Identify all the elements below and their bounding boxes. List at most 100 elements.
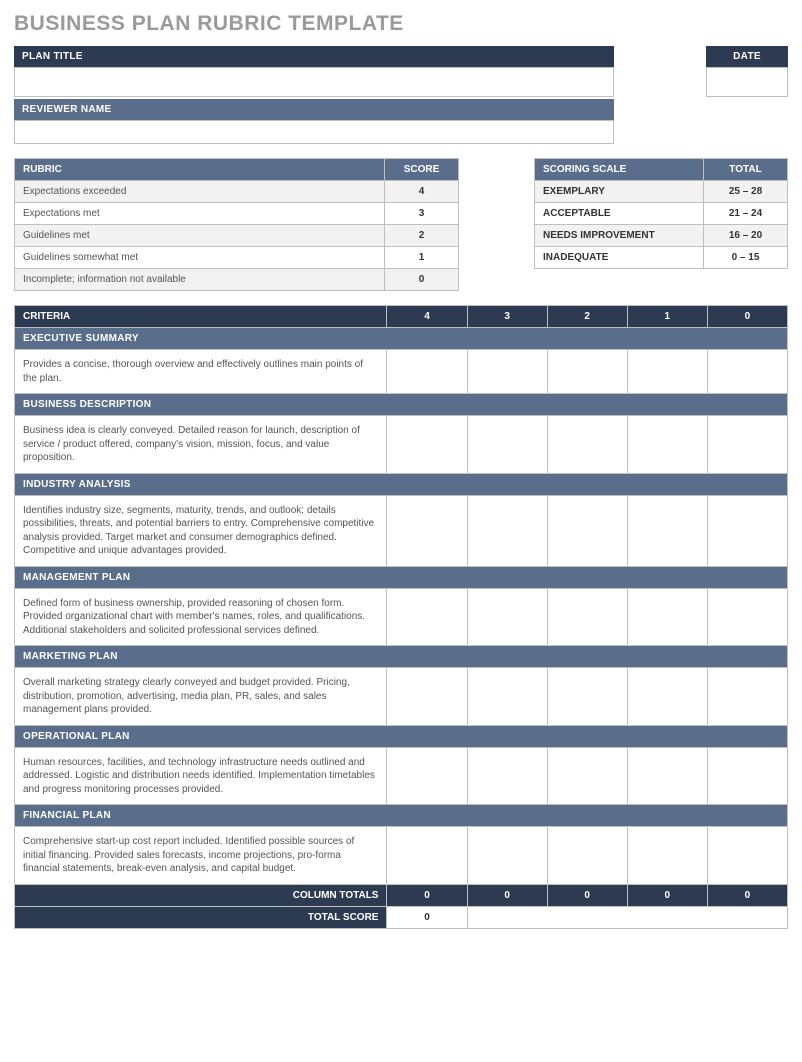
- criteria-section-header: OPERATIONAL PLAN: [15, 725, 788, 747]
- criteria-description: Identifies industry size, segments, matu…: [15, 495, 387, 566]
- column-total-0: 0: [707, 884, 787, 906]
- rubric-row: Guidelines somewhat met1: [15, 247, 459, 269]
- scoring-row: NEEDS IMPROVEMENT16 – 20: [535, 225, 788, 247]
- total-score-row: TOTAL SCORE 0: [15, 906, 788, 928]
- criteria-score-cell[interactable]: [627, 747, 707, 805]
- criteria-desc-row: Defined form of business ownership, prov…: [15, 588, 788, 646]
- scoring-table: SCORING SCALE TOTAL EXEMPLARY25 – 28ACCE…: [534, 158, 788, 269]
- reviewer-block: REVIEWER NAME: [14, 99, 614, 144]
- total-score-blank: [467, 906, 787, 928]
- rubric-header: RUBRIC: [15, 159, 385, 181]
- criteria-description: Comprehensive start-up cost report inclu…: [15, 827, 387, 885]
- criteria-score-cell[interactable]: [707, 416, 787, 474]
- criteria-score-cell[interactable]: [627, 350, 707, 394]
- column-totals-label: COLUMN TOTALS: [15, 884, 387, 906]
- scoring-row-range: 16 – 20: [704, 225, 788, 247]
- criteria-score-cell[interactable]: [627, 588, 707, 646]
- criteria-desc-row: Business idea is clearly conveyed. Detai…: [15, 416, 788, 474]
- top-row: PLAN TITLE DATE: [14, 46, 788, 97]
- scoring-row-range: 21 – 24: [704, 203, 788, 225]
- criteria-score-cell[interactable]: [547, 416, 627, 474]
- rubric-row: Guidelines met2: [15, 225, 459, 247]
- reviewer-label: REVIEWER NAME: [14, 99, 614, 120]
- mid-row: RUBRIC SCORE Expectations exceeded4Expec…: [14, 158, 788, 291]
- criteria-score-cell[interactable]: [627, 495, 707, 566]
- date-block: DATE: [706, 46, 788, 97]
- criteria-score-cell[interactable]: [547, 495, 627, 566]
- criteria-description: Provides a concise, thorough overview an…: [15, 350, 387, 394]
- criteria-score-cell[interactable]: [467, 416, 547, 474]
- column-total-1: 0: [627, 884, 707, 906]
- criteria-score-cell[interactable]: [707, 827, 787, 885]
- criteria-score-cell[interactable]: [707, 588, 787, 646]
- criteria-col-3: 3: [467, 306, 547, 328]
- scoring-row-range: 25 – 28: [704, 181, 788, 203]
- criteria-score-cell[interactable]: [467, 495, 547, 566]
- rubric-row-score: 4: [385, 181, 459, 203]
- rubric-row: Incomplete; information not available0: [15, 269, 459, 291]
- criteria-table: CRITERIA 4 3 2 1 0 EXECUTIVE SUMMARYProv…: [14, 305, 788, 929]
- criteria-section-title: MANAGEMENT PLAN: [15, 566, 788, 588]
- criteria-score-cell[interactable]: [547, 827, 627, 885]
- criteria-score-cell[interactable]: [707, 747, 787, 805]
- criteria-col-0: 0: [707, 306, 787, 328]
- criteria-score-cell[interactable]: [467, 668, 547, 726]
- criteria-score-cell[interactable]: [627, 416, 707, 474]
- plan-title-input[interactable]: [14, 67, 614, 97]
- criteria-score-cell[interactable]: [547, 747, 627, 805]
- scoring-row-label: NEEDS IMPROVEMENT: [535, 225, 704, 247]
- rubric-row-label: Expectations exceeded: [15, 181, 385, 203]
- date-input[interactable]: [706, 67, 788, 97]
- criteria-score-cell[interactable]: [387, 747, 467, 805]
- criteria-score-cell[interactable]: [547, 588, 627, 646]
- criteria-desc-row: Provides a concise, thorough overview an…: [15, 350, 788, 394]
- rubric-row-score: 2: [385, 225, 459, 247]
- rubric-score-header: SCORE: [385, 159, 459, 181]
- criteria-score-cell[interactable]: [547, 350, 627, 394]
- criteria-score-cell[interactable]: [387, 588, 467, 646]
- criteria-score-cell[interactable]: [387, 827, 467, 885]
- reviewer-input[interactable]: [14, 120, 614, 144]
- criteria-section-title: EXECUTIVE SUMMARY: [15, 328, 788, 350]
- criteria-score-cell[interactable]: [387, 668, 467, 726]
- criteria-header: CRITERIA: [15, 306, 387, 328]
- column-totals-row: COLUMN TOTALS 0 0 0 0 0: [15, 884, 788, 906]
- criteria-score-cell[interactable]: [627, 827, 707, 885]
- criteria-score-cell[interactable]: [387, 416, 467, 474]
- date-label: DATE: [706, 46, 788, 67]
- rubric-row-score: 1: [385, 247, 459, 269]
- rubric-row-label: Guidelines somewhat met: [15, 247, 385, 269]
- criteria-score-cell[interactable]: [547, 668, 627, 726]
- rubric-row-label: Guidelines met: [15, 225, 385, 247]
- scoring-row: INADEQUATE0 – 15: [535, 247, 788, 269]
- criteria-score-cell[interactable]: [707, 350, 787, 394]
- rubric-table: RUBRIC SCORE Expectations exceeded4Expec…: [14, 158, 459, 291]
- column-total-2: 0: [547, 884, 627, 906]
- criteria-section-header: INDUSTRY ANALYSIS: [15, 473, 788, 495]
- criteria-section-title: BUSINESS DESCRIPTION: [15, 394, 788, 416]
- criteria-score-cell[interactable]: [467, 827, 547, 885]
- plan-title-block: PLAN TITLE: [14, 46, 614, 97]
- criteria-score-cell[interactable]: [467, 588, 547, 646]
- criteria-score-cell[interactable]: [387, 350, 467, 394]
- criteria-score-cell[interactable]: [707, 495, 787, 566]
- criteria-section-header: MANAGEMENT PLAN: [15, 566, 788, 588]
- scoring-row-label: ACCEPTABLE: [535, 203, 704, 225]
- criteria-section-header: FINANCIAL PLAN: [15, 805, 788, 827]
- criteria-section-title: MARKETING PLAN: [15, 646, 788, 668]
- rubric-row-label: Incomplete; information not available: [15, 269, 385, 291]
- total-score-value: 0: [387, 906, 467, 928]
- plan-title-label: PLAN TITLE: [14, 46, 614, 67]
- scoring-row: ACCEPTABLE21 – 24: [535, 203, 788, 225]
- criteria-score-cell[interactable]: [387, 495, 467, 566]
- criteria-description: Business idea is clearly conveyed. Detai…: [15, 416, 387, 474]
- criteria-section-header: MARKETING PLAN: [15, 646, 788, 668]
- scoring-total-header: TOTAL: [704, 159, 788, 181]
- criteria-score-cell[interactable]: [707, 668, 787, 726]
- criteria-score-cell[interactable]: [467, 747, 547, 805]
- criteria-col-1: 1: [627, 306, 707, 328]
- criteria-score-cell[interactable]: [467, 350, 547, 394]
- criteria-section-title: OPERATIONAL PLAN: [15, 725, 788, 747]
- criteria-score-cell[interactable]: [627, 668, 707, 726]
- criteria-description: Overall marketing strategy clearly conve…: [15, 668, 387, 726]
